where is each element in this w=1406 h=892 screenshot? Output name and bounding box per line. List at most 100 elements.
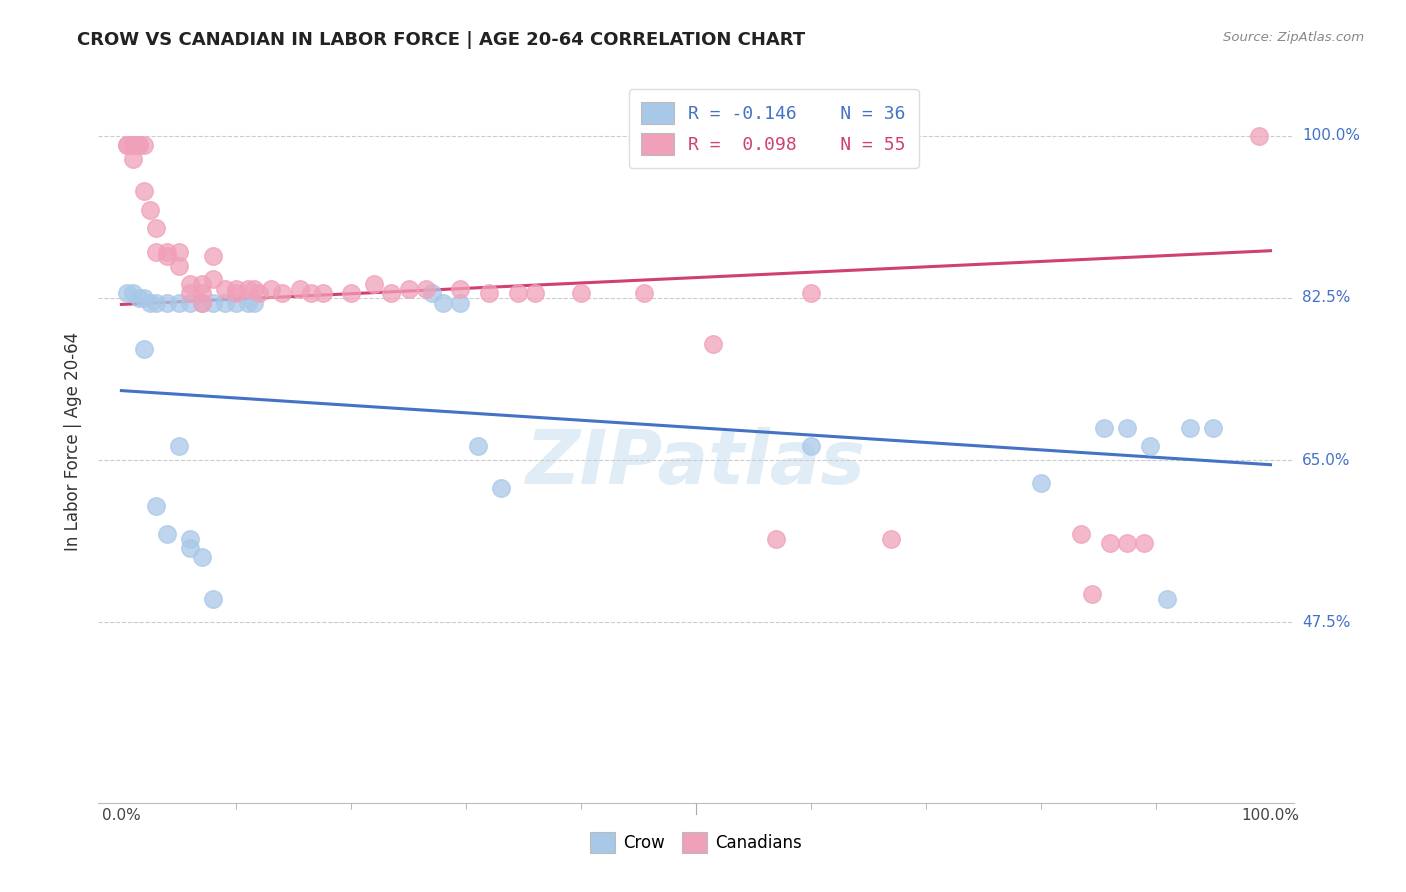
- Point: [191, 295, 214, 310]
- Point: [167, 295, 190, 310]
- Point: [128, 138, 150, 153]
- Point: [1133, 536, 1156, 550]
- Point: [702, 337, 724, 351]
- Text: 47.5%: 47.5%: [1302, 615, 1350, 630]
- Point: [524, 286, 547, 301]
- Point: [134, 342, 156, 356]
- Point: [225, 282, 247, 296]
- Point: [363, 277, 385, 291]
- Point: [115, 286, 138, 301]
- Point: [139, 295, 162, 310]
- Point: [115, 138, 138, 153]
- Point: [467, 439, 489, 453]
- Point: [242, 295, 264, 310]
- Point: [569, 286, 592, 301]
- Point: [415, 282, 437, 296]
- Point: [179, 541, 201, 555]
- Point: [128, 138, 150, 153]
- Point: [242, 282, 264, 296]
- Point: [420, 286, 443, 301]
- Text: 82.5%: 82.5%: [1302, 291, 1350, 305]
- Point: [247, 286, 270, 301]
- Point: [271, 286, 294, 301]
- Point: [214, 282, 236, 296]
- Text: ZIPatlas: ZIPatlas: [526, 426, 866, 500]
- Point: [179, 532, 201, 546]
- Point: [167, 244, 190, 259]
- Point: [122, 286, 145, 301]
- Point: [225, 295, 247, 310]
- Point: [167, 259, 190, 273]
- Point: [122, 138, 145, 153]
- Point: [449, 282, 471, 296]
- Point: [134, 291, 156, 305]
- Point: [1156, 592, 1178, 607]
- Point: [398, 282, 420, 296]
- Point: [115, 138, 138, 153]
- Point: [449, 295, 471, 310]
- Point: [167, 439, 190, 453]
- Point: [236, 282, 259, 296]
- Point: [800, 286, 823, 301]
- Point: [380, 286, 402, 301]
- Point: [880, 532, 903, 546]
- Point: [633, 286, 655, 301]
- Point: [191, 550, 214, 565]
- Point: [191, 286, 214, 301]
- Point: [202, 272, 225, 286]
- Point: [1070, 527, 1092, 541]
- Point: [202, 249, 225, 263]
- Point: [179, 277, 201, 291]
- Point: [260, 282, 283, 296]
- Point: [134, 185, 156, 199]
- Point: [202, 592, 225, 607]
- Point: [145, 244, 167, 259]
- Point: [179, 286, 201, 301]
- Point: [202, 295, 225, 310]
- Point: [800, 439, 823, 453]
- Text: Source: ZipAtlas.com: Source: ZipAtlas.com: [1223, 31, 1364, 45]
- Text: 100.0%: 100.0%: [1302, 128, 1360, 144]
- Point: [236, 295, 259, 310]
- Text: 65.0%: 65.0%: [1302, 452, 1350, 467]
- Point: [506, 286, 529, 301]
- Point: [1139, 439, 1161, 453]
- Point: [122, 138, 145, 153]
- Point: [478, 286, 501, 301]
- Point: [134, 138, 156, 153]
- Point: [139, 202, 162, 217]
- Point: [432, 295, 454, 310]
- Point: [1178, 420, 1201, 434]
- Point: [214, 295, 236, 310]
- Point: [145, 295, 167, 310]
- Point: [145, 221, 167, 235]
- Point: [765, 532, 787, 546]
- Point: [1029, 476, 1052, 491]
- Point: [191, 295, 214, 310]
- Point: [156, 244, 179, 259]
- Point: [288, 282, 311, 296]
- Point: [225, 286, 247, 301]
- Point: [145, 500, 167, 514]
- Point: [489, 481, 512, 495]
- Point: [179, 295, 201, 310]
- Point: [1115, 420, 1137, 434]
- Point: [156, 527, 179, 541]
- Point: [1247, 128, 1270, 143]
- Point: [1098, 536, 1121, 550]
- Point: [299, 286, 322, 301]
- Point: [1115, 536, 1137, 550]
- Text: CROW VS CANADIAN IN LABOR FORCE | AGE 20-64 CORRELATION CHART: CROW VS CANADIAN IN LABOR FORCE | AGE 20…: [77, 31, 806, 49]
- Legend: Crow, Canadians: Crow, Canadians: [583, 826, 808, 860]
- Point: [156, 295, 179, 310]
- Point: [340, 286, 363, 301]
- Point: [128, 291, 150, 305]
- Point: [1081, 587, 1104, 601]
- Point: [311, 286, 333, 301]
- Point: [191, 277, 214, 291]
- Point: [1202, 420, 1225, 434]
- Y-axis label: In Labor Force | Age 20-64: In Labor Force | Age 20-64: [65, 332, 83, 551]
- Point: [122, 152, 145, 166]
- Point: [1092, 420, 1115, 434]
- Point: [156, 249, 179, 263]
